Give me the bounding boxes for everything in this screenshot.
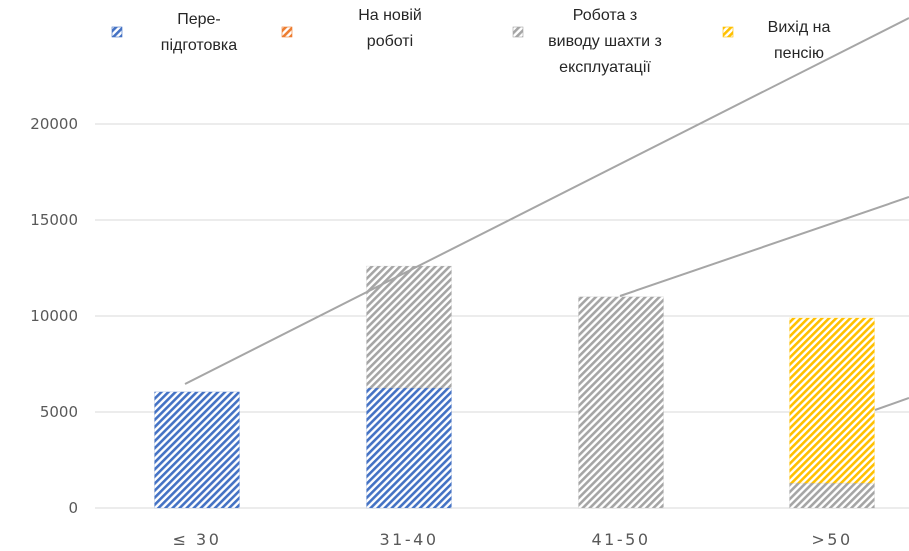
legend-label-line: виводу шахти з bbox=[548, 33, 662, 50]
legend-label: Вихід на пенсію bbox=[768, 19, 831, 62]
bar-segment bbox=[789, 317, 875, 484]
legend-label: На новій роботі bbox=[358, 7, 422, 50]
legend-label-line: Робота з bbox=[573, 7, 637, 24]
bar-segment bbox=[366, 265, 452, 389]
legend-item: Пере-підготовка bbox=[111, 11, 237, 54]
y-tick-label: 20000 bbox=[30, 115, 78, 133]
x-category-label: 41-50 bbox=[592, 530, 651, 549]
bars bbox=[154, 265, 875, 509]
legend-label: Робота з виводу шахти з експлуатації bbox=[548, 7, 662, 76]
legend-label: Пере-підготовка bbox=[161, 11, 237, 54]
legend-label-line: роботі bbox=[367, 33, 413, 50]
legend-label-line: На новій bbox=[358, 7, 422, 24]
leader-line bbox=[874, 397, 909, 411]
legend-item: Вихід на пенсію bbox=[722, 19, 831, 62]
y-tick-label: 15000 bbox=[30, 211, 78, 229]
x-category-label: >50 bbox=[811, 530, 852, 549]
x-category-label: ≤ 30 bbox=[173, 530, 222, 549]
legend-label-line: Пере- bbox=[177, 11, 221, 28]
legend-item: На новій роботі bbox=[281, 7, 422, 50]
legend-label-line: підготовка bbox=[161, 37, 237, 54]
legend-label-line: експлуатації bbox=[559, 59, 651, 76]
y-tick-label: 0 bbox=[68, 499, 78, 517]
bar-segment bbox=[578, 296, 664, 509]
y-tick-label: 5000 bbox=[40, 403, 78, 421]
leader-line bbox=[619, 196, 909, 297]
leader-lines bbox=[184, 17, 909, 411]
legend-item: Робота з виводу шахти з експлуатації bbox=[512, 7, 662, 76]
legend-swatch bbox=[111, 26, 123, 38]
legend-swatch bbox=[281, 26, 293, 38]
legend-swatch bbox=[722, 26, 734, 38]
legend-label-line: Вихід на bbox=[768, 19, 831, 36]
bar-segment bbox=[366, 387, 452, 509]
y-tick-label: 10000 bbox=[30, 307, 78, 325]
bar-segment bbox=[154, 391, 240, 509]
legend: Пере-підготовка На новій роботі Робота з вив… bbox=[111, 7, 831, 76]
leader-line bbox=[184, 17, 909, 385]
legend-swatch bbox=[512, 26, 524, 38]
legend-label-line: пенсію bbox=[774, 45, 824, 62]
bar-segment bbox=[789, 482, 875, 509]
axes: 0 5000 10000 15000 20000 ≤ 30 31-40 41-50 >50 bbox=[30, 115, 852, 549]
x-category-label: 31-40 bbox=[380, 530, 439, 549]
